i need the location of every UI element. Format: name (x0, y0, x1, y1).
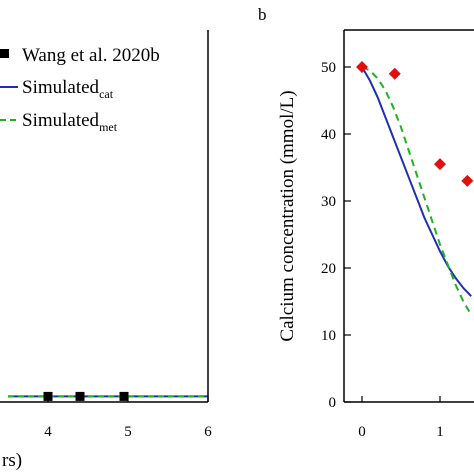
panel-a-data-point (75, 391, 85, 401)
legend-label-cat: Simulatedcat (22, 77, 114, 101)
panel-b-data-point (434, 158, 446, 171)
panel-b-data-point (356, 61, 368, 73)
panel-b-data-point (461, 174, 474, 187)
panel-b-data-point (388, 67, 401, 80)
panel-a-legend: Wang et al. 2020b Simulatedcat Simulated… (0, 45, 160, 134)
panel-a-data (8, 391, 208, 401)
panel-b-y-tick-label: 40 (321, 127, 336, 143)
panel-a-x-axis-label-fragment: rs) (2, 450, 22, 471)
panel-b-series-line (361, 66, 472, 297)
panel-b-label: b (258, 5, 267, 24)
panel-b-y-tick-label: 50 (321, 60, 336, 76)
legend-label-wang: Wang et al. 2020b (22, 45, 160, 66)
legend-cat-main: Simulated (22, 77, 100, 98)
panel-b-y-tick-label: 0 (329, 395, 337, 411)
panel-b-y-ticks: 0 10 20 30 40 50 (321, 60, 351, 411)
legend-met-sub: met (99, 120, 118, 134)
panel-b-series-line (361, 66, 473, 316)
panel-a-x-tick-label: 5 (124, 424, 132, 440)
panel-a-x-tick-label: 4 (44, 424, 52, 440)
legend-cat-sub: cat (99, 87, 114, 101)
panel-b-x-tick-label: 0 (358, 424, 366, 440)
legend-marker-square (0, 49, 9, 58)
panel-b-y-tick-label: 30 (321, 194, 336, 210)
panel-a-x-tick-label: 6 (204, 424, 212, 440)
legend-met-main: Simulated (22, 110, 100, 131)
panel-a-data-point (119, 391, 129, 401)
panel-b-x-tick-label: 1 (436, 424, 444, 440)
panel-a-data-point (43, 391, 53, 401)
panel-b-y-tick-label: 20 (321, 261, 336, 277)
panel-b-y-axis-label: Calcium concentration (mmol/L) (277, 90, 298, 341)
panel-b-data (356, 61, 474, 316)
legend-label-met: Simulatedmet (22, 110, 118, 134)
panel-b-y-tick-label: 10 (321, 328, 336, 344)
